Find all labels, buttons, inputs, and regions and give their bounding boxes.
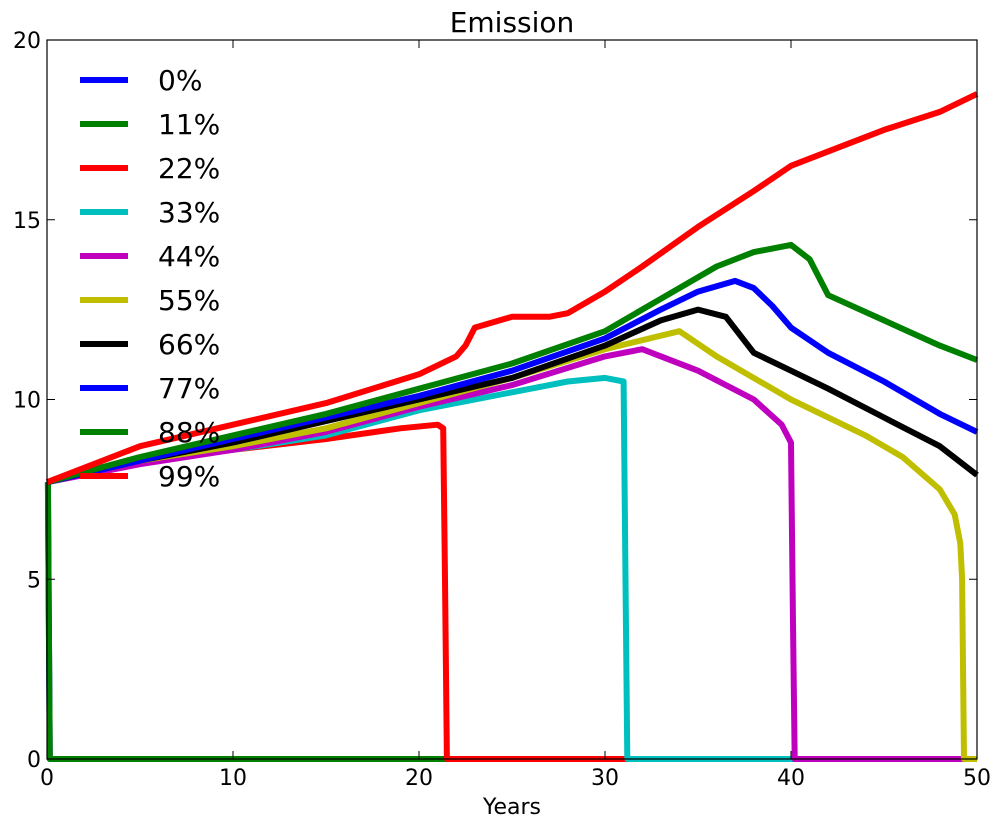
series-line-8 xyxy=(46,241,979,486)
legend-label-0: 0% xyxy=(158,64,202,97)
legend-label-7: 77% xyxy=(158,372,220,405)
y-tick-label: 0 xyxy=(27,748,41,773)
legend: 0% 11% 22% 33% 44% 55% 66% 77% 88% 99% xyxy=(80,64,220,493)
y-tick-label: 20 xyxy=(13,29,41,54)
legend-label-4: 44% xyxy=(158,240,220,273)
x-axis-label: Years xyxy=(482,795,541,820)
series-line-0 xyxy=(44,479,977,762)
x-tick-label: 10 xyxy=(219,766,247,791)
y-axis-ticks: 0 5 10 15 20 xyxy=(13,29,977,773)
x-tick-label: 20 xyxy=(405,766,433,791)
legend-label-3: 33% xyxy=(158,196,220,229)
x-tick-label: 50 xyxy=(963,766,991,791)
series-line-6 xyxy=(46,306,979,486)
x-tick-label: 30 xyxy=(591,766,619,791)
series-line-5 xyxy=(46,328,977,762)
x-tick-label: 0 xyxy=(40,766,54,791)
series-line-4 xyxy=(46,346,977,762)
series-line-7 xyxy=(46,277,979,486)
series-line-1 xyxy=(44,479,977,762)
legend-label-5: 55% xyxy=(158,284,220,317)
y-tick-label: 15 xyxy=(13,209,41,234)
legend-label-2: 22% xyxy=(158,152,220,185)
y-tick-label: 10 xyxy=(13,389,41,414)
series-line-9 xyxy=(45,91,979,485)
x-tick-label: 40 xyxy=(777,766,805,791)
legend-label-8: 88% xyxy=(158,416,220,449)
legend-label-9: 99% xyxy=(158,460,220,493)
x-axis-ticks: 0 10 20 30 40 50 xyxy=(40,40,991,791)
legend-label-1: 11% xyxy=(158,108,220,141)
chart-title: Emission xyxy=(450,6,575,39)
legend-label-6: 66% xyxy=(158,328,220,361)
y-tick-label: 5 xyxy=(27,568,41,593)
